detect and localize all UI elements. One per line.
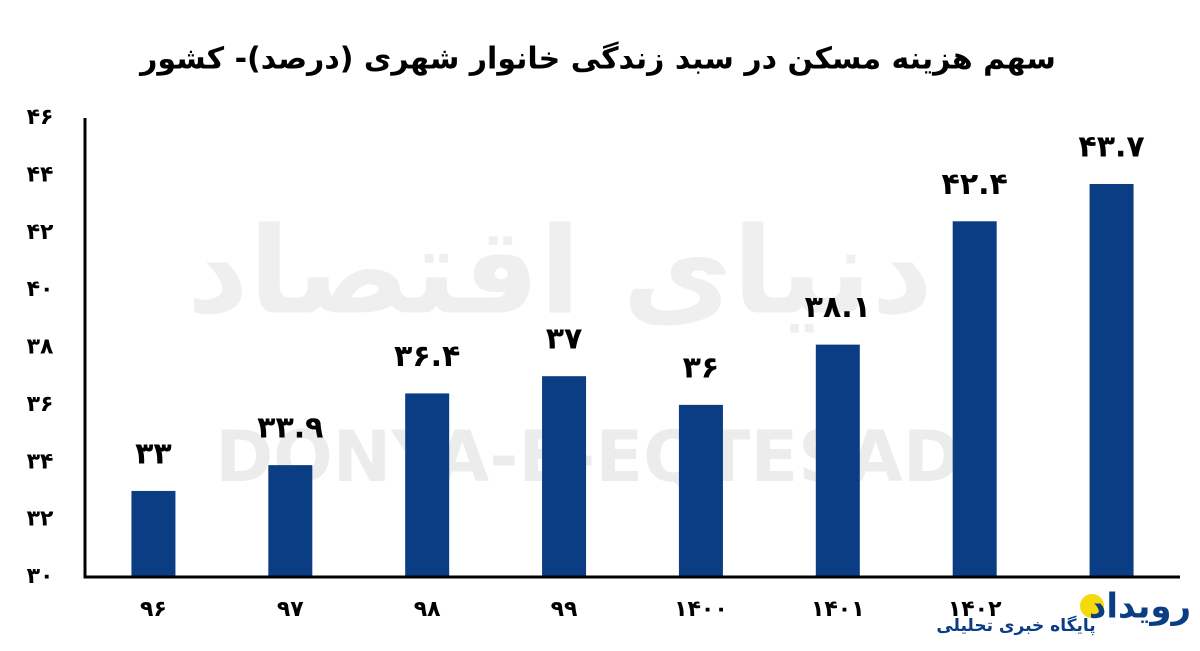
- bar: [405, 393, 450, 577]
- y-tick-label: ۴۴: [27, 162, 54, 187]
- x-tick-label: ۹۸: [414, 597, 441, 622]
- bar: [815, 344, 860, 577]
- value-label: ۳۳.۹: [257, 411, 323, 446]
- y-tick-label: ۳۴: [27, 449, 54, 474]
- value-label: ۴۳.۷: [1078, 129, 1144, 164]
- y-tick-label: ۳۰: [27, 564, 54, 589]
- y-tick-label: ۴۶: [27, 105, 54, 130]
- x-tick-label: ۱۴۰۲: [948, 597, 1002, 622]
- bar: [542, 376, 587, 577]
- watermark-fa: دنیای اقتصاد: [187, 203, 933, 342]
- bar: [1089, 183, 1134, 577]
- value-label: ۳۶.۴: [394, 339, 460, 374]
- bar: [268, 465, 313, 577]
- y-tick-label: ۴۰: [27, 277, 54, 302]
- chart-title: سهم هزینه مسکن در سبد زندگی خانوار شهری …: [138, 41, 1056, 77]
- y-tick-label: ۳۶: [27, 392, 54, 417]
- bar: [131, 490, 176, 577]
- x-tick-label: ۹۹: [551, 597, 578, 622]
- y-tick-label: ۴۲: [27, 220, 54, 245]
- x-tick-label: ۱۴۰۱: [811, 597, 865, 622]
- value-label: ۳۸.۱: [805, 290, 871, 325]
- logo-dot: [1080, 594, 1104, 618]
- x-tick-label: ۹۶: [140, 597, 167, 622]
- bar: [952, 221, 997, 577]
- logo-name: رویداد: [1089, 587, 1191, 627]
- logo-tagline: پایگاه خبری تحلیلی: [936, 615, 1095, 636]
- y-tick-label: ۳۲: [27, 507, 54, 532]
- logo: رویداد پایگاه خبری تحلیلی: [936, 587, 1191, 637]
- x-tick-label: ۱۴۰۰: [674, 597, 728, 622]
- bar: [678, 404, 723, 577]
- value-label: ۳۷: [546, 322, 583, 357]
- value-label: ۳۶: [683, 350, 720, 385]
- value-label: ۳۳: [135, 436, 172, 471]
- value-label: ۴۲.۴: [942, 167, 1008, 202]
- y-tick-label: ۳۸: [27, 335, 54, 360]
- x-tick-label: ۹۷: [277, 597, 304, 622]
